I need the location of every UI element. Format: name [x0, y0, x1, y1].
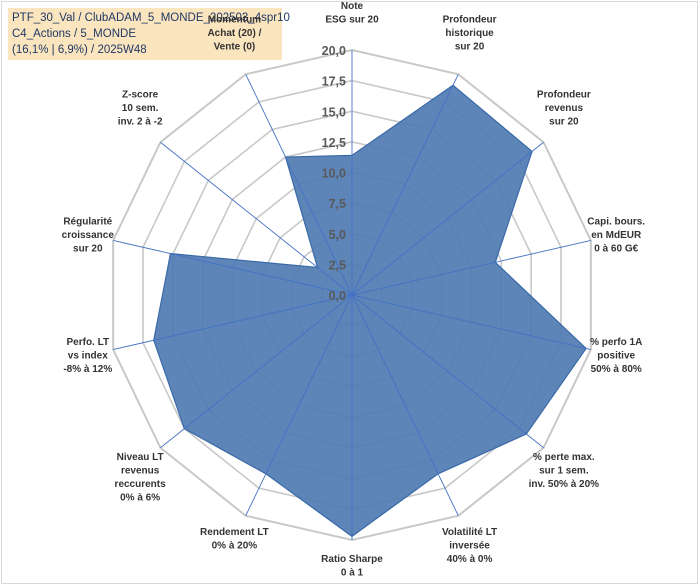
axis-label: Volatilité LT inversée 40% à 0%	[442, 527, 497, 565]
axis-label-line: ESG sur 20	[325, 15, 379, 26]
axis-label: Niveau LT revenus reccurents 0% à 6%	[115, 452, 167, 504]
axis-label: Capi. bours. en MdEUR 0 à 60 G€	[587, 216, 645, 254]
axis-label-line: Profondeur	[537, 90, 591, 101]
axis-label-line: revenus	[545, 103, 584, 114]
header-line-3: (16,1% | 6,9%) / 2025W48	[12, 44, 147, 56]
axis-label-line: Vente (0)	[214, 41, 256, 52]
axis-label-line: 50% à 80%	[591, 364, 642, 375]
axis-label-line: historique	[445, 28, 494, 39]
axis-spoke	[245, 294, 353, 516]
axis-label-line: Volatilité LT	[442, 527, 497, 538]
axis-label-line: croissance	[62, 230, 115, 241]
axis-label-line: en MdEUR	[591, 230, 642, 241]
axis-label-line: Z-score	[122, 90, 159, 101]
axis-label-line: sur 20	[455, 41, 485, 52]
axis-label-line: % perfo 1A	[590, 337, 642, 348]
axis-label-line: 40% à 0%	[447, 554, 493, 565]
tick-label: 7,5	[329, 197, 346, 211]
tick-label: 5,0	[329, 228, 346, 242]
tick-label: 10,0	[322, 167, 346, 181]
axis-label: Profondeur historique sur 20	[443, 14, 497, 52]
axis-spoke	[351, 74, 459, 296]
axis-label-line: Perfo. LT	[66, 337, 109, 348]
axis-spoke	[351, 294, 459, 516]
axis-label-line: Achat (20) /	[207, 28, 261, 39]
axis-label-line: Momentum	[208, 14, 261, 25]
axis-spoke	[245, 74, 353, 296]
axis-spoke	[160, 294, 353, 449]
tick-label: 0,0	[329, 289, 346, 303]
axis-label-line: Niveau LT	[117, 452, 164, 463]
axis-label-line: Régularité	[63, 216, 112, 227]
axis-label-line: inversée	[449, 541, 490, 552]
axis-spoke	[113, 240, 353, 296]
tick-labels: 0,0 2,5 5,0 7,5 10,0 12,5 15,0 17,5 20,0	[322, 44, 346, 303]
axis-label: Régularité croissance sur 20	[62, 216, 115, 254]
axis-label-line: Rendement LT	[200, 527, 269, 538]
axis-label-line: Profondeur	[443, 14, 497, 25]
axis-label-line: 0% à 6%	[120, 492, 160, 503]
axis-label: Note ESG sur 20	[325, 1, 379, 26]
axis-label: Perfo. LT vs index -8% à 12%	[63, 337, 112, 375]
axis-label-line: sur 20	[549, 117, 579, 128]
spoke-layer	[113, 50, 591, 540]
data-layer	[153, 84, 587, 538]
axis-label-line: 10 sem.	[122, 103, 159, 114]
axis-label: Rendement LT 0% à 20%	[200, 527, 269, 552]
tick-label: 20,0	[322, 44, 346, 58]
axis-label: Z-score 10 sem. inv. 2 à -2	[118, 90, 163, 128]
axis-label: % perte max. sur 1 sem. inv. 50% à 20%	[529, 452, 600, 490]
axis-label: Ratio Sharpe 0 à 1	[321, 554, 383, 579]
axis-label-line: 0 à 1	[341, 568, 364, 579]
axis-spoke	[351, 294, 544, 449]
axis-spoke	[113, 294, 353, 350]
data-series-area	[153, 84, 587, 538]
axis-label-line: -8% à 12%	[63, 364, 112, 375]
axis-spoke	[351, 141, 544, 296]
tick-label: 2,5	[329, 258, 346, 272]
axis-label-line: 0 à 60 G€	[594, 243, 638, 254]
axis-label-line: Ratio Sharpe	[321, 554, 383, 565]
tick-label: 17,5	[322, 75, 346, 89]
axis-label: % perfo 1A positive 50% à 80%	[590, 337, 642, 375]
axis-label-line: vs index	[68, 351, 108, 362]
chart-header: PTF_30_Val / ClubADAM_5_MONDE_202503_4sp…	[8, 8, 290, 60]
axis-label: Momentum Achat (20) / Vente (0)	[207, 14, 261, 52]
axis-label-line: sur 1 sem.	[539, 465, 589, 476]
axis-label-line: reccurents	[115, 479, 167, 490]
axis-label-line: inv. 50% à 20%	[529, 479, 600, 490]
axis-label-line: sur 20	[73, 243, 103, 254]
axis-spoke	[160, 141, 353, 296]
axis-spoke	[351, 294, 591, 350]
axis-label-line: % perte max.	[533, 452, 595, 463]
axis-label-line: Note	[341, 1, 364, 12]
header-line-2: C4_Actions / 5_MONDE	[12, 28, 136, 40]
axis-label-line: positive	[597, 351, 635, 362]
tick-label: 12,5	[322, 136, 346, 150]
header-line-1: PTF_30_Val / ClubADAM_5_MONDE_202503_4sp…	[12, 12, 290, 24]
tick-label: 15,0	[322, 105, 346, 119]
axis-labels: Note ESG sur 20 Profondeur historique sur 20…	[62, 1, 646, 579]
axis-spoke	[351, 240, 591, 296]
axis-label-line: revenus	[121, 465, 160, 476]
axis-label: Profondeur revenus sur 20	[537, 90, 591, 128]
axis-label-line: Capi. bours.	[587, 216, 645, 227]
axis-label-line: inv. 2 à -2	[118, 117, 163, 128]
axis-label-line: 0% à 20%	[212, 541, 258, 552]
